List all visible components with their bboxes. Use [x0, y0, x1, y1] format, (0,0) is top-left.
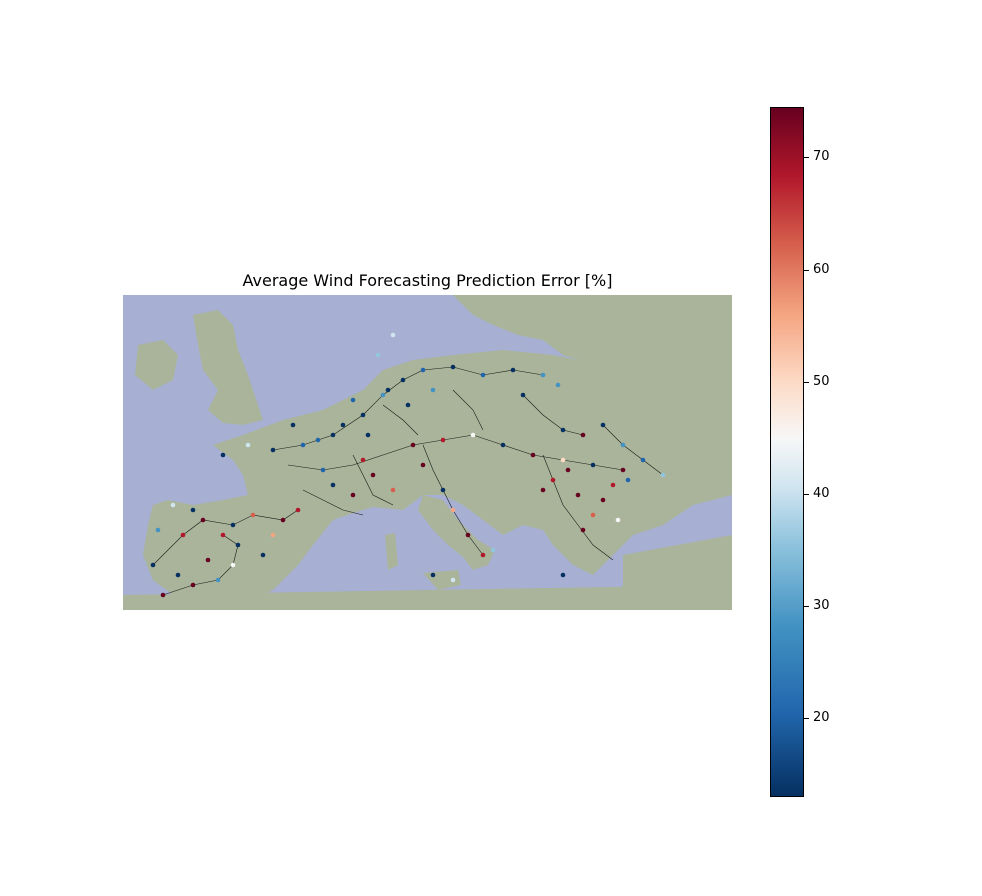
colorbar-tick-label: 30: [813, 598, 830, 614]
grid-nodes: [150, 332, 666, 598]
europe-map: [123, 295, 732, 610]
colorbar-tick-label: 40: [813, 486, 830, 502]
colorbar-tick: [804, 494, 809, 496]
colorbar-tick: [804, 269, 809, 271]
colorbar-tick: [804, 606, 809, 608]
land-masses: [123, 295, 732, 610]
colorbar-tick-label: 50: [813, 373, 830, 389]
colorbar: [770, 107, 804, 797]
chart-title: Average Wind Forecasting Prediction Erro…: [242, 271, 613, 290]
colorbar-tick-label: 70: [813, 149, 830, 165]
colorbar-tick: [804, 157, 809, 159]
colorbar-tick-label: 60: [813, 261, 830, 277]
colorbar-tick-label: 20: [813, 710, 830, 726]
colorbar-tick: [804, 381, 809, 383]
colorbar-tick: [804, 718, 809, 720]
